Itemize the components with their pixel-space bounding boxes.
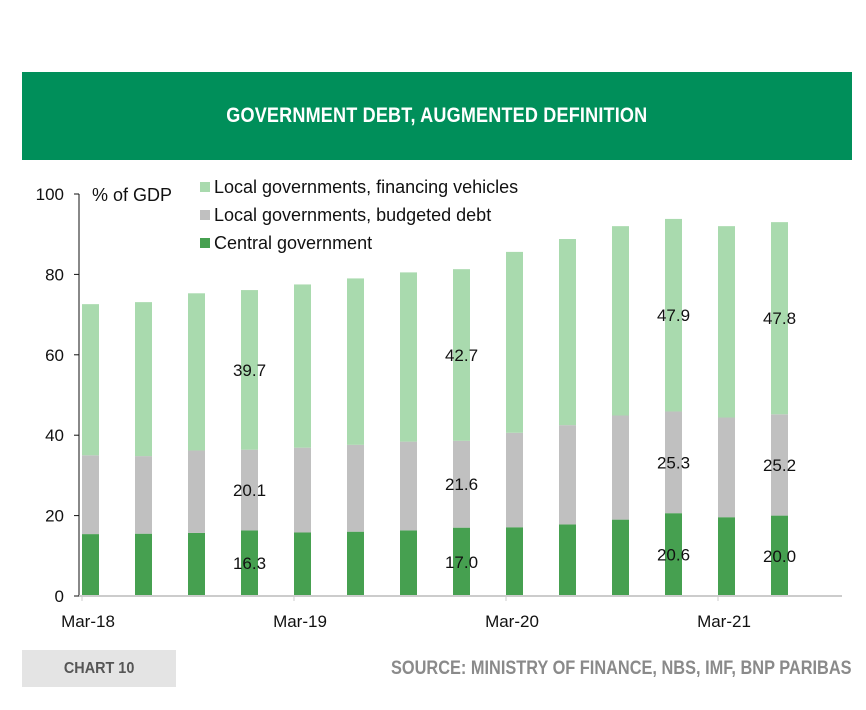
bar-segment-local_financing_vehicles (771, 222, 788, 415)
bars-group (82, 218, 788, 596)
data-label: 20.1 (233, 481, 266, 500)
y-tick-label: 60 (45, 346, 64, 365)
bar-segment-local_budgeted_debt (82, 455, 99, 535)
bar-segment-central_government (82, 534, 99, 596)
y-tick-label: 100 (36, 185, 64, 204)
bar-segment-local_financing_vehicles (241, 290, 258, 450)
chart-header: GOVERNMENT DEBT, AUGMENTED DEFINITION (22, 72, 852, 160)
bar-segment-local_budgeted_debt (718, 417, 735, 518)
data-label: 47.8 (763, 309, 796, 328)
bar-segment-local_financing_vehicles (188, 293, 205, 451)
stacked-bar-chart: 0 20 40 60 80 100 % of GDP Mar-18 Mar-19 Mar-20 Ma… (36, 177, 842, 631)
bar-segment-central_government (665, 513, 682, 596)
bar-segment-local_financing_vehicles (453, 269, 470, 441)
bar-segment-local_budgeted_debt (453, 440, 470, 528)
x-tick-label: Mar-21 (697, 612, 751, 631)
data-label: 17.0 (445, 553, 478, 572)
bar-segment-local_budgeted_debt (241, 449, 258, 531)
chart-number: CHART 10 (63, 659, 135, 677)
bar-segment-central_government (718, 517, 735, 596)
data-label: 21.6 (445, 475, 478, 494)
x-tick-label: Mar-19 (273, 612, 327, 631)
data-labels-group: 16.3 20.1 39.7 17.0 21.6 42.7 20.6 25.3 47.9 20.0… (233, 306, 796, 573)
bar-segment-local_budgeted_debt (294, 447, 311, 533)
bar-segment-local_budgeted_debt (771, 414, 788, 516)
legend-swatch-central_government (200, 238, 210, 248)
legend-label: Local governments, budgeted debt (214, 205, 491, 225)
bar-segment-local_budgeted_debt (135, 456, 152, 534)
y-axis-label: % of GDP (92, 185, 172, 205)
y-tick-label: 40 (45, 426, 64, 445)
bar-segment-local_budgeted_debt (559, 425, 576, 525)
bar-segment-central_government (612, 519, 629, 596)
bar-segment-local_budgeted_debt (188, 450, 205, 533)
x-tick-label: Mar-20 (485, 612, 539, 631)
bar-segment-local_budgeted_debt (347, 444, 364, 532)
bar-segment-central_government (400, 530, 417, 596)
chart-number-badge: CHART 10 (22, 650, 176, 687)
bar-segment-local_financing_vehicles (135, 302, 152, 457)
bar-segment-local_financing_vehicles (347, 278, 364, 445)
data-label: 16.3 (233, 554, 266, 573)
bar-segment-local_budgeted_debt (612, 415, 629, 520)
legend-swatch-local_budgeted_debt (200, 210, 210, 220)
bar-segment-local_financing_vehicles (718, 226, 735, 418)
legend-label: Central government (214, 233, 372, 253)
x-tick-label: Mar-18 (61, 612, 115, 631)
bar-segment-local_financing_vehicles (294, 284, 311, 448)
source-note: SOURCE: MINISTRY OF FINANCE, NBS, IMF, B… (391, 658, 852, 679)
bar-segment-central_government (771, 515, 788, 596)
legend-group: Local governments, financing vehicles Loc… (200, 177, 518, 253)
data-label: 39.7 (233, 361, 266, 380)
data-label: 42.7 (445, 346, 478, 365)
bar-segment-local_financing_vehicles (506, 251, 523, 433)
bar-segment-central_government (559, 524, 576, 596)
bar-segment-central_government (241, 530, 258, 596)
y-tick-label: 80 (45, 265, 64, 284)
bar-segment-local_budgeted_debt (506, 432, 523, 528)
bar-segment-local_budgeted_debt (665, 411, 682, 514)
bar-segment-local_financing_vehicles (559, 239, 576, 426)
y-tick-label: 0 (55, 587, 64, 606)
bar-segment-local_financing_vehicles (665, 218, 682, 412)
bar-segment-local_financing_vehicles (400, 272, 417, 442)
data-label: 20.6 (657, 546, 690, 565)
bar-segment-local_budgeted_debt (400, 441, 417, 531)
data-label: 47.9 (657, 306, 690, 325)
bar-segment-central_government (506, 527, 523, 596)
bar-segment-local_financing_vehicles (612, 226, 629, 416)
legend-swatch-local_financing_vehicles (200, 182, 210, 192)
bar-segment-central_government (347, 531, 364, 596)
bar-segment-central_government (188, 532, 205, 596)
data-label: 20.0 (763, 547, 796, 566)
axes-group: 0 20 40 60 80 100 % of GDP Mar-18 Mar-19 Mar-20 Ma… (36, 185, 842, 631)
bar-segment-local_financing_vehicles (82, 304, 99, 456)
bar-segment-central_government (453, 527, 470, 596)
bar-segment-central_government (294, 532, 311, 596)
y-tick-label: 20 (45, 507, 64, 526)
bar-segment-central_government (135, 533, 152, 596)
chart-title: GOVERNMENT DEBT, AUGMENTED DEFINITION (226, 104, 648, 127)
data-label: 25.3 (657, 453, 690, 472)
data-label: 25.2 (763, 456, 796, 475)
legend-label: Local governments, financing vehicles (214, 177, 518, 197)
